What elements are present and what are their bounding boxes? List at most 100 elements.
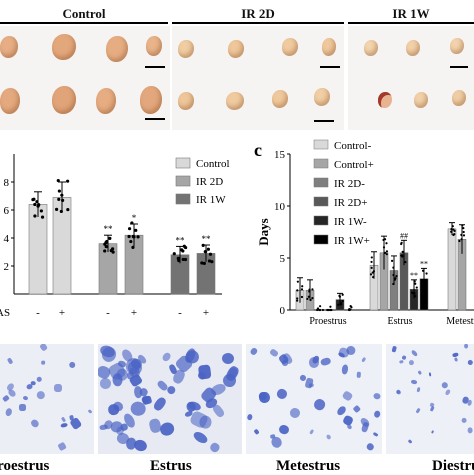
stained-cell	[38, 344, 48, 353]
data-point	[415, 286, 418, 289]
stained-cell	[467, 426, 473, 434]
header-underline-control	[0, 22, 168, 24]
stained-cell	[464, 344, 469, 349]
legend-swatch	[175, 157, 191, 169]
stained-cell	[391, 345, 397, 353]
data-point	[382, 246, 386, 249]
ovary-image	[52, 34, 76, 60]
significance-mark: **	[410, 271, 418, 280]
data-point	[296, 299, 299, 302]
stained-cell	[249, 346, 259, 356]
x-row-value: -	[106, 307, 110, 319]
data-point	[462, 230, 465, 234]
ovary-image	[406, 40, 420, 56]
stained-cell	[1, 394, 10, 402]
ovary-image	[52, 86, 76, 114]
ovary-image	[178, 40, 194, 58]
data-point	[348, 307, 351, 311]
data-point	[311, 288, 314, 291]
stained-cell	[428, 371, 432, 376]
stained-cell	[340, 363, 349, 375]
ovary-image	[178, 92, 194, 110]
ovary-image	[282, 38, 298, 56]
stained-cell	[394, 389, 402, 396]
data-point	[450, 228, 453, 231]
y-tick-label: 0	[280, 305, 286, 317]
data-point	[369, 273, 373, 276]
stained-cell	[290, 407, 301, 418]
legend-swatch	[313, 196, 329, 207]
data-point	[392, 266, 395, 269]
stained-cell	[361, 356, 367, 363]
significance-mark: ##	[400, 231, 408, 240]
micrograph-metestrus	[246, 344, 382, 454]
photo-panel-control	[0, 26, 170, 130]
stained-cell	[247, 413, 253, 421]
stained-cell	[430, 429, 434, 434]
data-point	[103, 242, 107, 246]
scale-bar	[320, 66, 340, 68]
data-point	[308, 290, 311, 293]
y-tick-label: 5	[280, 253, 286, 265]
data-point	[451, 225, 454, 228]
data-point	[181, 257, 185, 262]
ovary-image	[0, 36, 18, 58]
data-point	[420, 286, 423, 289]
data-point	[329, 305, 332, 308]
ovary-image	[146, 36, 162, 56]
stained-cell	[54, 384, 63, 393]
data-point	[338, 294, 341, 297]
data-point	[57, 197, 61, 202]
micro-label-metestrus: Metestrus	[276, 458, 341, 474]
x-tick-label: Estrus	[388, 316, 413, 327]
data-point	[421, 269, 425, 272]
data-point	[35, 200, 39, 204]
header-underline-ir1w	[348, 22, 474, 24]
data-point	[318, 305, 322, 308]
ovary-image	[322, 38, 336, 56]
stained-cell	[440, 381, 448, 388]
legend-swatch	[175, 175, 191, 187]
data-point	[410, 291, 414, 294]
data-point	[60, 193, 64, 197]
legend-label: Control+	[334, 159, 374, 171]
chart-panel-c: c 0 5 10 15 Days ## **** Proestrus Estrus Metestru…	[254, 139, 474, 327]
stained-cell	[6, 357, 14, 365]
x-row-value: +	[131, 307, 137, 319]
data-point	[394, 277, 397, 280]
stained-cell	[311, 396, 328, 413]
stained-cell	[41, 360, 46, 365]
micro-label-estrus: Estrus	[150, 458, 192, 474]
significance-mark: **	[202, 234, 212, 244]
data-point	[420, 278, 423, 282]
y-tick-label: 2	[4, 261, 10, 273]
ovary-image	[364, 40, 378, 56]
stained-cell	[308, 428, 315, 435]
data-point	[414, 282, 417, 285]
stained-cell	[5, 406, 14, 417]
y-tick-label: 6	[4, 205, 10, 217]
ovary-image	[414, 92, 428, 108]
data-point	[384, 251, 387, 254]
data-point	[350, 306, 353, 309]
data-point	[300, 295, 304, 299]
stained-cell	[158, 420, 176, 438]
ovary-image	[0, 88, 20, 114]
y-tick-label: 10	[274, 201, 286, 213]
stained-cell	[399, 359, 405, 364]
data-point	[59, 209, 63, 214]
stained-cell	[60, 416, 66, 423]
panel-letter: c	[254, 140, 262, 160]
header-control: Control	[62, 6, 106, 21]
data-point	[337, 303, 340, 306]
stained-cell	[282, 359, 289, 367]
y-tick-label: 4	[4, 233, 10, 245]
data-point	[200, 261, 204, 265]
stained-cell	[98, 376, 112, 389]
stained-cell	[60, 422, 69, 429]
data-point	[300, 288, 304, 291]
data-point	[206, 247, 210, 251]
data-point	[462, 227, 465, 230]
micrograph-proestrus	[0, 344, 94, 454]
